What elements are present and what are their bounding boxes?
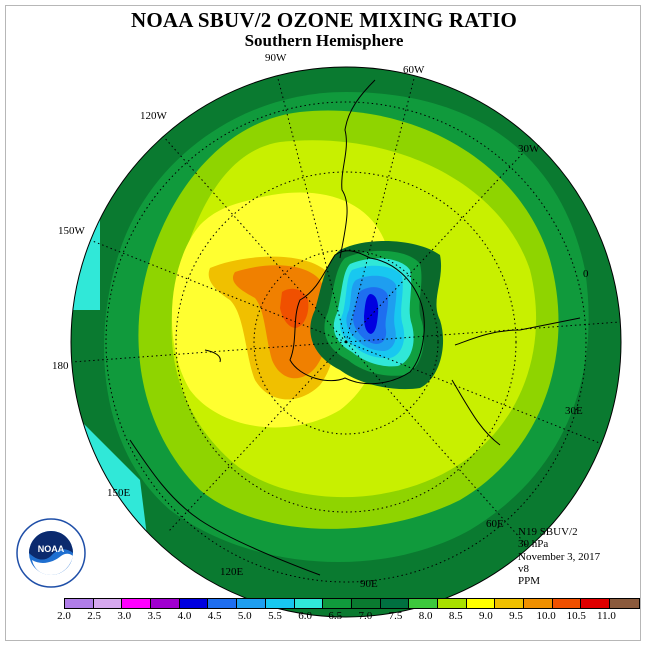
noaa-logo: NOAA bbox=[16, 518, 86, 588]
africa-coast bbox=[454, 317, 581, 346]
south-america-coast bbox=[339, 79, 376, 259]
colorbar-tick-label: 10.0 bbox=[536, 610, 556, 622]
colorbar-cell bbox=[437, 599, 467, 608]
lat-circle-inner bbox=[253, 249, 439, 435]
logo-text: NOAA bbox=[38, 544, 65, 554]
colorbar-tick-label: 4.5 bbox=[207, 610, 222, 622]
colorbar-tick-label: 10.5 bbox=[566, 610, 586, 622]
colorbar-tick-label: 8.0 bbox=[418, 610, 433, 622]
colorbar-tick-label: 6.0 bbox=[298, 610, 312, 622]
hole-3-5 bbox=[364, 294, 379, 334]
colorbar-cell bbox=[323, 599, 352, 608]
colorbar-tick-label: 3.5 bbox=[147, 610, 162, 622]
colorbar-cell bbox=[151, 599, 180, 608]
page-title: NOAA SBUV/2 OZONE MIXING RATIO bbox=[131, 8, 517, 32]
meridian-180 bbox=[71, 341, 347, 363]
lon-label-150w: 150W bbox=[58, 225, 85, 237]
lon-label-60w: 60W bbox=[403, 64, 425, 76]
australia-coast bbox=[129, 439, 321, 576]
colorbar-cell bbox=[409, 599, 438, 608]
colorbar-cell bbox=[380, 599, 410, 608]
colorbar-tick-label: 7.5 bbox=[388, 610, 403, 622]
colorbar-cell bbox=[265, 599, 295, 608]
lon-label-90w: 90W bbox=[265, 52, 287, 64]
colorbar-cell bbox=[581, 599, 611, 608]
info-block: N19 SBUV/2 30 hPa November 3, 2017 v8 PP… bbox=[518, 526, 600, 587]
colorbar-cell bbox=[93, 599, 123, 608]
lon-label-30w: 30W bbox=[518, 143, 540, 155]
lon-label-0: 0 bbox=[583, 268, 589, 280]
colorbar-cell bbox=[65, 599, 94, 608]
meridian-150e bbox=[167, 341, 347, 533]
map-boundary bbox=[70, 66, 622, 618]
colorbar-cell bbox=[122, 599, 152, 608]
lon-label-90e: 90E bbox=[360, 578, 378, 590]
meridian-150w bbox=[89, 239, 347, 343]
antarctica-coast bbox=[289, 250, 425, 385]
graticule bbox=[71, 67, 621, 583]
units-label: PPM bbox=[518, 575, 541, 588]
colorbar-tick-label: 11.0 bbox=[597, 610, 616, 622]
lon-label-60e: 60E bbox=[486, 518, 504, 530]
colorbar-tick-label: 8.5 bbox=[448, 610, 463, 622]
colorbar-tick-label: 9.0 bbox=[479, 610, 493, 622]
colorbar-cell bbox=[237, 599, 266, 608]
pressure-level-label: 30 hPa bbox=[518, 538, 549, 551]
colorbar-cell bbox=[524, 599, 553, 608]
colorbar-tick-label: 2.0 bbox=[57, 610, 71, 622]
madagascar-coast bbox=[451, 379, 501, 446]
meridian-30w bbox=[345, 151, 525, 343]
coastlines bbox=[129, 79, 581, 576]
colorbar-tick-label: 5.5 bbox=[268, 610, 282, 622]
new-zealand-coast bbox=[204, 349, 221, 363]
colorbar-tick-label: 3.0 bbox=[117, 610, 132, 622]
colorbar-tick-label: 4.0 bbox=[177, 610, 192, 622]
colorbar-cell bbox=[610, 599, 639, 608]
lon-label-30e: 30E bbox=[565, 405, 583, 417]
colorbar bbox=[64, 598, 640, 609]
colorbar-cell bbox=[351, 599, 381, 608]
version-label: v8 bbox=[518, 562, 529, 575]
figure-frame bbox=[5, 5, 641, 641]
lon-label-150e: 150E bbox=[107, 487, 131, 499]
lon-label-180: 180 bbox=[52, 360, 69, 372]
colorbar-tick-label: 9.5 bbox=[509, 610, 523, 622]
colorbar-tick-label: 7.0 bbox=[358, 610, 373, 622]
lon-label-120e: 120E bbox=[220, 566, 244, 578]
colorbar-tick-label: 6.5 bbox=[328, 610, 343, 622]
colorbar-cell bbox=[552, 599, 582, 608]
colorbar-cell bbox=[495, 599, 524, 608]
meridian-30e bbox=[345, 341, 603, 445]
instrument-label: N19 SBUV/2 bbox=[518, 526, 578, 538]
meridian-120w bbox=[154, 126, 347, 343]
colorbar-tick-label: 5.0 bbox=[237, 610, 252, 622]
lat-circle-outer bbox=[105, 101, 587, 583]
meridian-0 bbox=[345, 321, 621, 343]
colorbar-tick-label: 2.5 bbox=[87, 610, 101, 622]
lon-label-120w: 120W bbox=[140, 110, 167, 122]
meridian-60e bbox=[345, 341, 538, 558]
colorbar-cell bbox=[179, 599, 209, 608]
lat-circle-middle bbox=[175, 171, 517, 513]
colorbar-cell bbox=[294, 599, 324, 608]
colorbar-cell bbox=[208, 599, 238, 608]
band-9-5 bbox=[232, 265, 330, 379]
date-label: November 3, 2017 bbox=[518, 550, 601, 563]
colorbar-cell bbox=[466, 599, 496, 608]
page-subtitle: Southern Hemisphere bbox=[244, 31, 404, 50]
